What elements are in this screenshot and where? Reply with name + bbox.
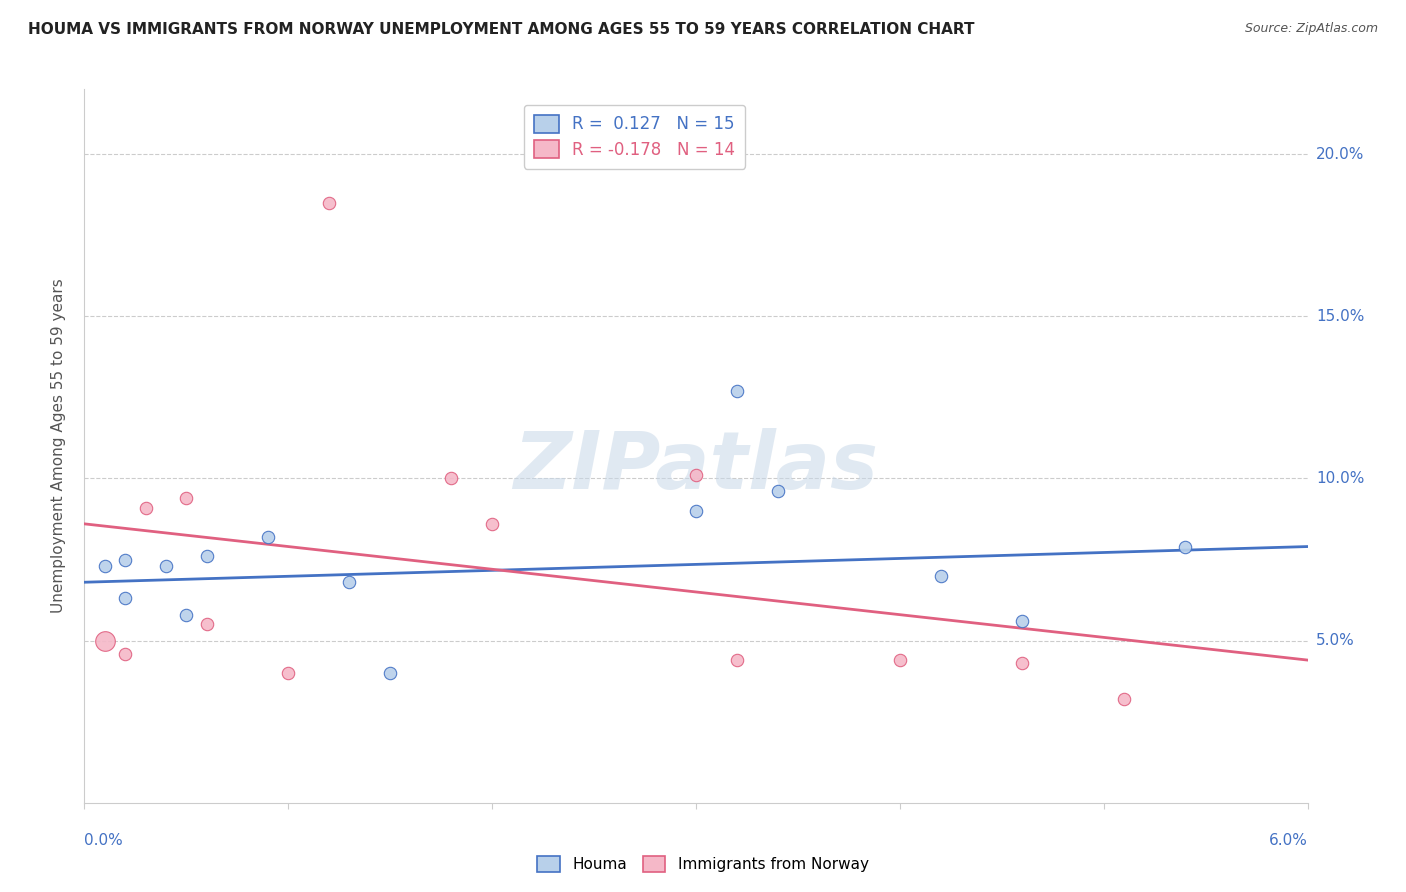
Point	[1174, 540, 1197, 554]
Point	[1011, 614, 1033, 628]
Point	[93, 559, 115, 574]
Point	[114, 647, 136, 661]
Point	[114, 591, 136, 606]
Y-axis label: Unemployment Among Ages 55 to 59 years: Unemployment Among Ages 55 to 59 years	[51, 278, 66, 614]
Point	[380, 666, 402, 681]
Point	[1114, 692, 1136, 706]
Point	[725, 384, 748, 398]
Point	[174, 491, 197, 505]
Text: 6.0%: 6.0%	[1268, 833, 1308, 848]
Point	[440, 471, 463, 485]
Text: Source: ZipAtlas.com: Source: ZipAtlas.com	[1244, 22, 1378, 36]
Point	[155, 559, 177, 574]
Point	[114, 552, 136, 566]
Point	[481, 516, 503, 531]
Point	[339, 575, 361, 590]
Text: 15.0%: 15.0%	[1316, 309, 1364, 324]
Point	[1011, 657, 1033, 671]
Text: 5.0%: 5.0%	[1316, 633, 1354, 648]
Point	[889, 653, 911, 667]
Point	[929, 568, 952, 582]
Point	[174, 607, 197, 622]
Point	[257, 530, 280, 544]
Legend: Houma, Immigrants from Norway: Houma, Immigrants from Norway	[530, 848, 876, 880]
Point	[195, 549, 218, 564]
Point	[766, 484, 789, 499]
Point	[93, 633, 115, 648]
Point	[685, 504, 707, 518]
Legend: R =  0.127   N = 15, R = -0.178   N = 14: R = 0.127 N = 15, R = -0.178 N = 14	[524, 104, 745, 169]
Point	[135, 500, 157, 515]
Text: 20.0%: 20.0%	[1316, 146, 1364, 161]
Point	[277, 666, 299, 681]
Text: 10.0%: 10.0%	[1316, 471, 1364, 486]
Text: ZIPatlas: ZIPatlas	[513, 428, 879, 507]
Point	[318, 195, 340, 210]
Point	[195, 617, 218, 632]
Point	[725, 653, 748, 667]
Point	[685, 468, 707, 483]
Text: HOUMA VS IMMIGRANTS FROM NORWAY UNEMPLOYMENT AMONG AGES 55 TO 59 YEARS CORRELATI: HOUMA VS IMMIGRANTS FROM NORWAY UNEMPLOY…	[28, 22, 974, 37]
Text: 0.0%: 0.0%	[84, 833, 124, 848]
